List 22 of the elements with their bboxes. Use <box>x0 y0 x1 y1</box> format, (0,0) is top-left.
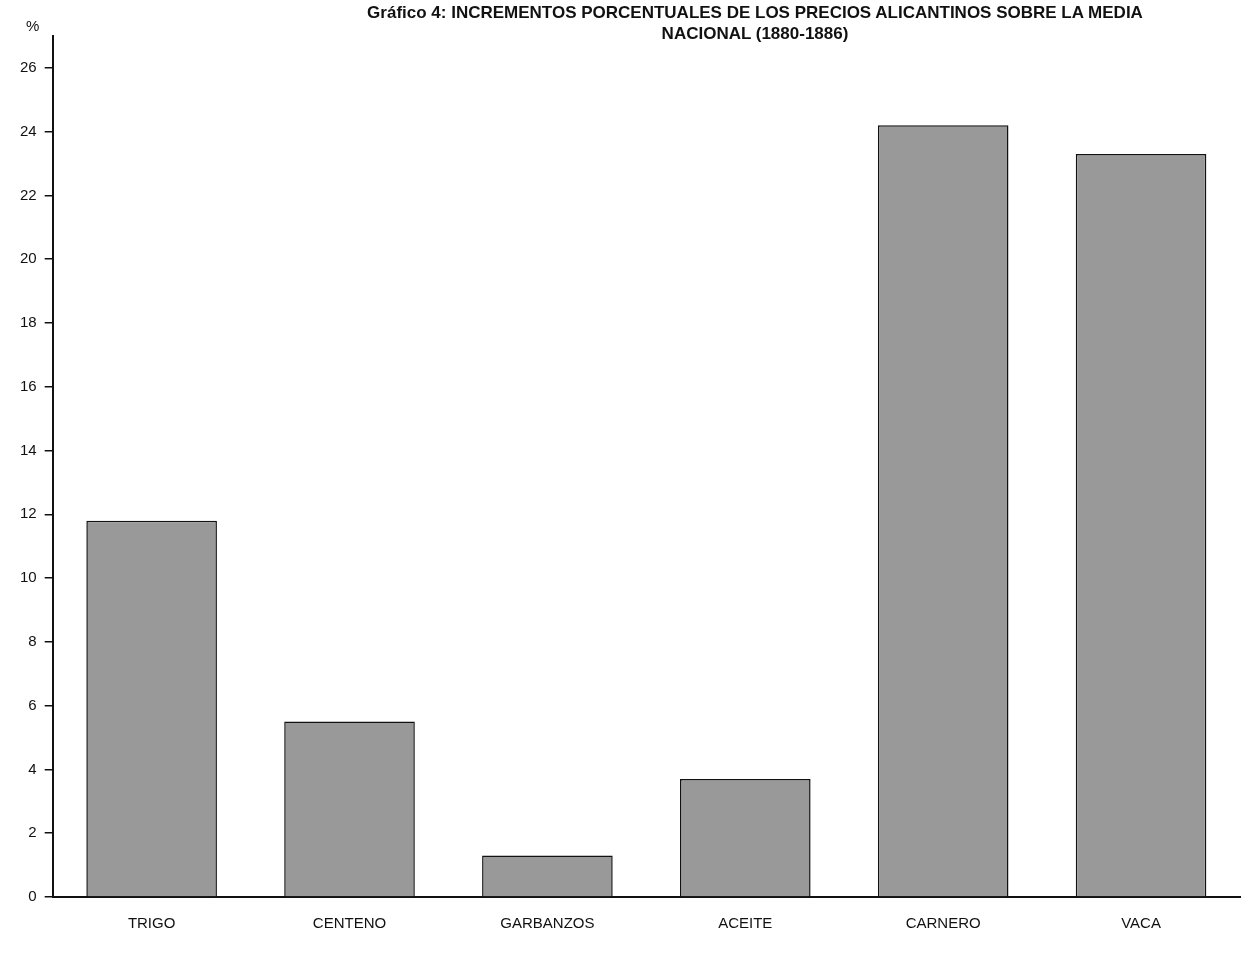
y-tick-label: 14 <box>20 440 37 458</box>
y-tick-label: 20 <box>20 249 37 267</box>
y-tick-label: 12 <box>20 504 37 522</box>
y-tick-label: 24 <box>20 121 37 139</box>
x-tick-label: CARNERO <box>905 914 981 932</box>
y-tick-label: 10 <box>20 568 37 586</box>
x-tick-label: GARBANZOS <box>500 914 595 932</box>
y-tick-label: 16 <box>20 376 37 394</box>
y-tick-label: 2 <box>28 823 37 841</box>
y-axis-title: % <box>26 16 40 34</box>
chart-title: Gráfico 4: INCREMENTOS PORCENTUALES DE LOS PRECIOS ALICANTINOS SOBRE LA MEDIA NACIONAL (1880-1886) <box>366 2 1144 44</box>
y-tick-label: 0 <box>28 887 37 905</box>
y-tick-label: 18 <box>20 313 37 331</box>
x-tick-label: TRIGO <box>127 914 176 932</box>
x-tick-label: CENTENO <box>312 914 387 932</box>
x-tick-label: VACA <box>1121 914 1161 932</box>
y-tick-label: 4 <box>28 759 37 777</box>
x-tick-label: ACEITE <box>718 914 773 932</box>
y-tick-label: 6 <box>28 695 37 713</box>
y-tick-label: 8 <box>28 632 37 650</box>
y-tick-label: 26 <box>20 58 37 76</box>
y-tick-label: 22 <box>20 185 37 203</box>
